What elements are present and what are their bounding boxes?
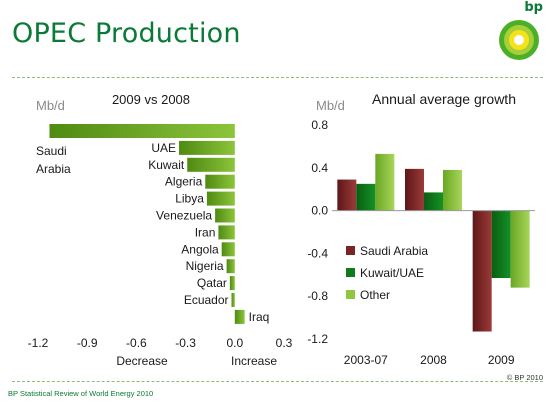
x-tick-label: 2009 <box>488 353 515 367</box>
footer-source: BP Statistical Review of World Energy 20… <box>8 389 154 398</box>
category-label: Iran <box>195 225 216 239</box>
bar-kuwait <box>187 157 235 172</box>
category-label: Iraq <box>249 310 270 324</box>
x-tick-label: 0.0 <box>226 336 243 350</box>
bar-iraq <box>234 309 245 324</box>
page-title: OPEC Production <box>12 18 241 49</box>
y-tick-label: 0.8 <box>311 118 328 132</box>
x-tick-label: 0.3 <box>276 336 293 350</box>
bar-saudi-arabia-2009 <box>472 210 492 332</box>
x-tick-label: -1.2 <box>28 336 49 350</box>
y-tick-label: -0.8 <box>307 289 328 303</box>
x-tick-label: -0.3 <box>175 336 196 350</box>
chart-title-left: 2009 vs 2008 <box>112 92 190 107</box>
footer-copyright: © BP 2010 <box>506 373 543 382</box>
y-tick-label: 0.4 <box>311 161 328 175</box>
bar-nigeria <box>226 259 235 274</box>
category-label: UAE <box>151 141 176 155</box>
chart-title-right: Annual average growth <box>372 91 516 107</box>
unit-label-right: Mb/d <box>316 98 345 113</box>
legend-swatch-saudi-arabia <box>346 246 355 255</box>
axis-label-decrease: Decrease <box>116 354 168 368</box>
bar-other-2009 <box>510 210 530 288</box>
bar-venezuela <box>215 208 235 223</box>
bp-logo-text: bp <box>524 0 543 15</box>
y-tick-label: -1.2 <box>307 332 328 346</box>
category-label: Nigeria <box>186 259 224 273</box>
bar-algeria <box>205 174 235 189</box>
category-label: Ecuador <box>184 293 229 307</box>
bar-other-2003-07 <box>375 153 395 211</box>
legend-swatch-kuwait-uae <box>346 268 355 277</box>
x-tick-label: 2008 <box>420 353 447 367</box>
legend-label: Kuwait/UAE <box>360 266 424 280</box>
x-tick-label: 2003-07 <box>344 353 388 367</box>
x-tick-label: -0.6 <box>126 336 147 350</box>
legend-label: Saudi Arabia <box>360 244 428 258</box>
bar-saudi-arabia-2003-07 <box>337 179 357 211</box>
header-divider <box>12 77 543 78</box>
unit-label-left: Mb/d <box>36 98 65 113</box>
bar-kuwait-uae-2003-07 <box>356 183 376 211</box>
category-label: Venezuela <box>156 209 212 223</box>
category-label: Saudi <box>36 144 67 158</box>
category-label: Kuwait <box>148 158 185 172</box>
bar-uae <box>179 140 235 155</box>
bar-angola <box>221 242 235 257</box>
legend-label: Other <box>360 288 390 302</box>
category-label: Algeria <box>165 175 203 189</box>
bar-ecuador <box>231 293 235 307</box>
y-tick-label: -0.4 <box>307 246 328 260</box>
bar-kuwait-uae-2008 <box>424 192 443 211</box>
bar-qatar <box>229 276 235 291</box>
bar-other-2008 <box>443 169 462 211</box>
bar-saudi-arabia <box>49 124 235 138</box>
legend-swatch-other <box>346 290 355 299</box>
category-label: Libya <box>175 192 204 206</box>
footer-divider <box>12 381 543 382</box>
bar-kuwait-uae-2009 <box>491 210 511 279</box>
x-tick-label: -0.9 <box>77 336 98 350</box>
bar-libya <box>206 191 235 206</box>
category-label: Qatar <box>197 276 227 290</box>
category-label: Angola <box>181 242 219 256</box>
bar-saudi-arabia-2008 <box>405 168 424 211</box>
axis-label-increase: Increase <box>231 354 277 368</box>
category-label: Arabia <box>36 162 71 176</box>
y-tick-label: 0.0 <box>311 204 328 218</box>
bp-helios-logo-icon <box>499 20 539 60</box>
bar-iran <box>218 225 235 240</box>
